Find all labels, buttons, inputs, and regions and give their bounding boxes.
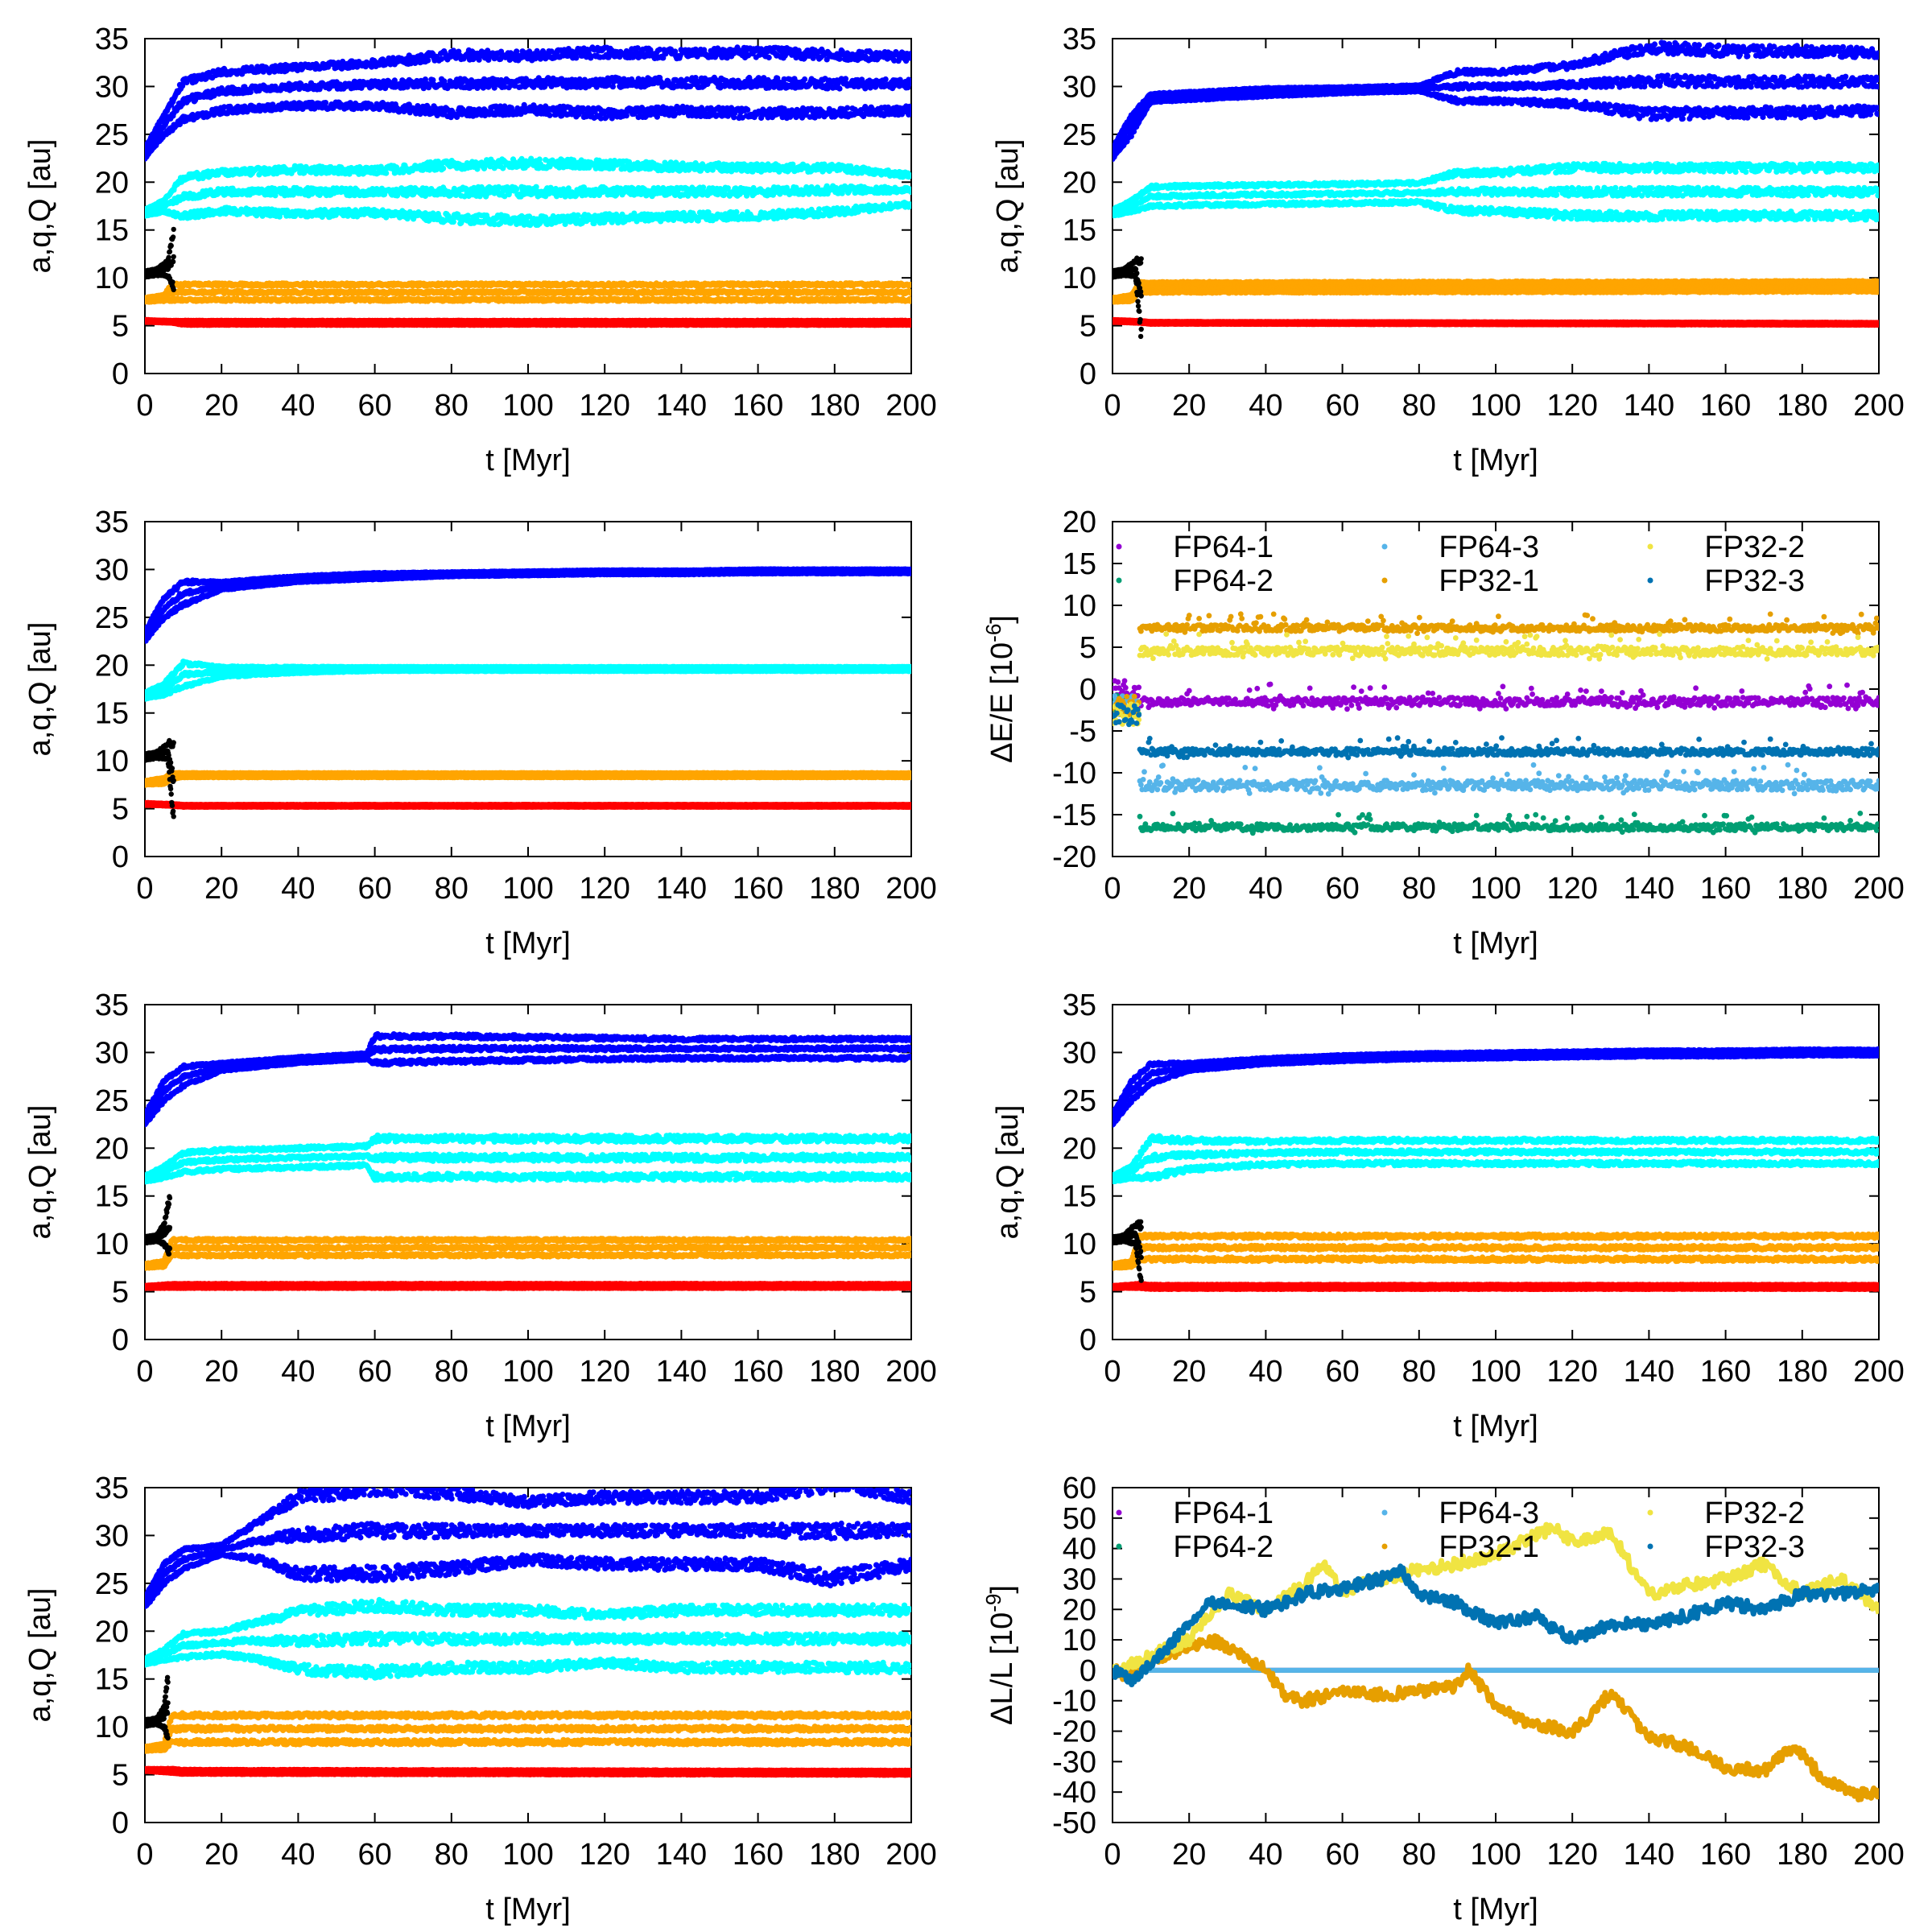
y-tick-label: 20: [95, 166, 129, 200]
data-point: [610, 84, 616, 89]
x-tick-label: 80: [435, 389, 469, 423]
x-tick-label: 140: [656, 389, 707, 423]
x-tick-label: 60: [357, 389, 391, 423]
data-point: [802, 76, 807, 82]
data-point: [323, 100, 328, 105]
data-point: [547, 113, 552, 118]
y-tick-label: 5: [112, 310, 129, 344]
data-point: [514, 186, 519, 192]
x-tick-label: 40: [281, 389, 315, 423]
data-point: [575, 213, 580, 218]
y-axis-label: a,q,Q [au]: [23, 139, 57, 274]
data-point: [908, 111, 914, 117]
x-tick-label: 100: [502, 389, 553, 423]
data-point: [883, 76, 889, 82]
panel-top-left: 0 20 40 60 80 100 120 140 160 180 200 0 5 10 15 20 25 30 3…: [23, 23, 937, 477]
x-tick-label: 20: [204, 389, 238, 423]
data-point: [465, 213, 471, 218]
x-axis-label: t [Myr]: [485, 444, 571, 477]
data-point: [766, 55, 772, 60]
y-tick-label: 35: [95, 23, 129, 56]
plot-area: [142, 44, 914, 328]
data-point: [733, 209, 739, 215]
y-tick-label: 25: [95, 118, 129, 152]
data-point: [908, 51, 914, 56]
data-point: [440, 166, 446, 171]
y-tick-label: 0: [112, 357, 129, 391]
data-point: [425, 58, 431, 64]
y-tick-label: 15: [95, 214, 129, 248]
data-point: [573, 55, 579, 60]
x-tick-label: 120: [579, 389, 630, 423]
x-tick-label: 160: [733, 389, 783, 423]
series-neptune: [142, 44, 914, 161]
data-point: [836, 86, 842, 92]
data-point: [383, 171, 389, 176]
series-uranus: [142, 156, 914, 229]
y-tick-label: 30: [95, 70, 129, 104]
data-point: [844, 105, 850, 111]
x-tick-label: 200: [886, 389, 936, 423]
x-tick-label: 180: [809, 389, 860, 423]
y-tick-label: 10: [95, 262, 129, 295]
x-tick-label: 0: [136, 389, 153, 423]
data-point: [745, 107, 750, 113]
data-point: [908, 80, 914, 85]
